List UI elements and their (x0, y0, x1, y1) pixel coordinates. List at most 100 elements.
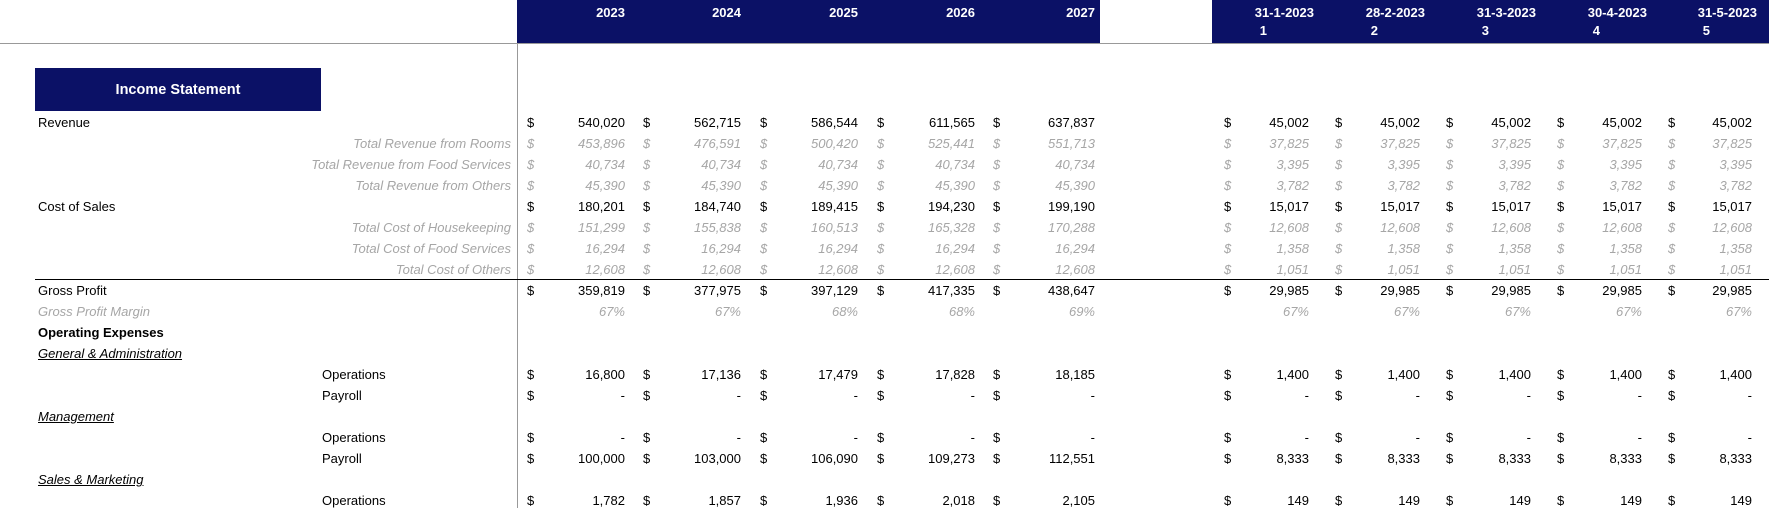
annual-value: 40,734 (818, 157, 858, 172)
annual-value: 377,975 (694, 283, 741, 298)
currency-symbol: $ (527, 115, 535, 130)
annual-value: 160,513 (811, 220, 858, 235)
currency-symbol: $ (643, 136, 651, 151)
currency-symbol: $ (1446, 199, 1454, 214)
currency-symbol: $ (1557, 283, 1565, 298)
currency-symbol: $ (760, 199, 768, 214)
row-label: Total Cost of Food Services (351, 241, 511, 256)
annual-value: 155,838 (694, 220, 741, 235)
row-label: Payroll (322, 451, 362, 466)
monthly-value: 67% (1725, 304, 1752, 319)
currency-symbol: $ (1668, 367, 1676, 382)
annual-value: - (853, 430, 858, 445)
annual-value: - (1090, 388, 1095, 403)
row-label: Gross Profit Margin (38, 304, 150, 319)
currency-symbol: $ (877, 430, 885, 445)
annual-value: 45,390 (585, 178, 625, 193)
annual-value: 40,734 (1055, 157, 1095, 172)
year-header: 2026 (946, 5, 975, 20)
currency-symbol: $ (877, 241, 885, 256)
annual-value: 109,273 (928, 451, 975, 466)
annual-value: 586,544 (811, 115, 858, 130)
annual-value: 40,734 (935, 157, 975, 172)
monthly-value: 1,400 (1498, 367, 1531, 382)
currency-symbol: $ (760, 178, 768, 193)
monthly-value: 8,333 (1498, 451, 1531, 466)
currency-symbol: $ (760, 430, 768, 445)
annual-header-bar (517, 0, 1100, 43)
monthly-value: 149 (1287, 493, 1309, 508)
monthly-value: 1,358 (1387, 241, 1420, 256)
currency-symbol: $ (643, 178, 651, 193)
currency-symbol: $ (1557, 451, 1565, 466)
annual-value: - (736, 388, 741, 403)
currency-symbol: $ (1224, 199, 1232, 214)
currency-symbol: $ (1446, 262, 1454, 277)
monthly-value: 3,782 (1387, 178, 1420, 193)
currency-symbol: $ (1557, 262, 1565, 277)
label-column-divider (517, 43, 518, 508)
annual-value: 151,299 (578, 220, 625, 235)
row-label: Operating Expenses (38, 325, 164, 340)
currency-symbol: $ (877, 115, 885, 130)
annual-value: 16,294 (935, 241, 975, 256)
table-row: Management (0, 406, 1769, 427)
annual-value: 562,715 (694, 115, 741, 130)
annual-value: 67% (714, 304, 741, 319)
monthly-value: 1,400 (1719, 367, 1752, 382)
currency-symbol: $ (877, 136, 885, 151)
year-header: 2027 (1066, 5, 1095, 20)
monthly-value: 1,358 (1498, 241, 1531, 256)
currency-symbol: $ (993, 451, 1001, 466)
monthly-value: 1,358 (1276, 241, 1309, 256)
currency-symbol: $ (1668, 157, 1676, 172)
annual-value: - (853, 388, 858, 403)
currency-symbol: $ (760, 262, 768, 277)
annual-value: - (620, 430, 625, 445)
monthly-value: - (1747, 388, 1752, 403)
monthly-value: - (1415, 388, 1420, 403)
currency-symbol: $ (1446, 220, 1454, 235)
currency-symbol: $ (1668, 241, 1676, 256)
currency-symbol: $ (1335, 388, 1343, 403)
currency-symbol: $ (527, 451, 535, 466)
currency-symbol: $ (760, 451, 768, 466)
currency-symbol: $ (1668, 493, 1676, 508)
monthly-value: 3,782 (1719, 178, 1752, 193)
currency-symbol: $ (1446, 241, 1454, 256)
annual-value: 180,201 (578, 199, 625, 214)
table-row: Gross Profit $359,819 $377,975 $397,129 $417… (0, 280, 1769, 301)
monthly-value: 1,400 (1609, 367, 1642, 382)
monthly-value: 37,825 (1712, 136, 1752, 151)
currency-symbol: $ (877, 493, 885, 508)
annual-value: 397,129 (811, 283, 858, 298)
annual-value: 438,647 (1048, 283, 1095, 298)
currency-symbol: $ (643, 388, 651, 403)
currency-symbol: $ (1224, 115, 1232, 130)
currency-symbol: $ (1224, 220, 1232, 235)
currency-symbol: $ (993, 367, 1001, 382)
currency-symbol: $ (1335, 262, 1343, 277)
monthly-value: 29,985 (1380, 283, 1420, 298)
currency-symbol: $ (1557, 388, 1565, 403)
currency-symbol: $ (1446, 388, 1454, 403)
currency-symbol: $ (643, 493, 651, 508)
annual-value: - (620, 388, 625, 403)
table-row: Total Revenue from Rooms $453,896 $476,591… (0, 133, 1769, 154)
currency-symbol: $ (1557, 178, 1565, 193)
monthly-value: - (1304, 388, 1309, 403)
currency-symbol: $ (760, 283, 768, 298)
currency-symbol: $ (1224, 157, 1232, 172)
currency-symbol: $ (1557, 220, 1565, 235)
monthly-value: 1,051 (1498, 262, 1531, 277)
monthly-value: 3,395 (1276, 157, 1309, 172)
year-header: 2024 (712, 5, 741, 20)
currency-symbol: $ (643, 430, 651, 445)
annual-value: 100,000 (578, 451, 625, 466)
currency-symbol: $ (1668, 220, 1676, 235)
currency-symbol: $ (877, 220, 885, 235)
currency-symbol: $ (1335, 178, 1343, 193)
currency-symbol: $ (877, 199, 885, 214)
annual-value: 12,608 (818, 262, 858, 277)
currency-symbol: $ (877, 388, 885, 403)
